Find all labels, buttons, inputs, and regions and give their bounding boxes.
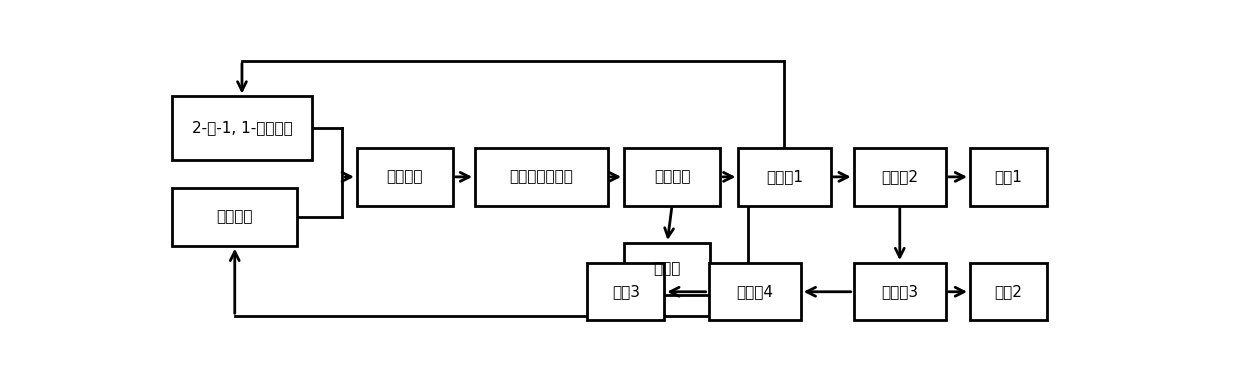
FancyBboxPatch shape [853, 263, 946, 320]
Text: 碱液洗涤: 碱液洗涤 [653, 169, 691, 184]
Text: 精馏塔1: 精馏塔1 [766, 169, 804, 184]
Text: 精馏塔3: 精馏塔3 [882, 284, 919, 299]
FancyBboxPatch shape [588, 263, 665, 320]
Text: 无机盐: 无机盐 [653, 261, 681, 276]
FancyBboxPatch shape [172, 97, 311, 160]
FancyBboxPatch shape [357, 148, 453, 206]
FancyBboxPatch shape [853, 148, 946, 206]
Text: 精馏塔4: 精馏塔4 [737, 284, 774, 299]
Text: 产品3: 产品3 [611, 284, 640, 299]
FancyBboxPatch shape [970, 263, 1047, 320]
FancyBboxPatch shape [475, 148, 608, 206]
FancyBboxPatch shape [624, 243, 711, 295]
FancyBboxPatch shape [970, 148, 1047, 206]
FancyBboxPatch shape [708, 263, 801, 320]
FancyBboxPatch shape [172, 188, 298, 246]
FancyBboxPatch shape [738, 148, 831, 206]
Text: 催化裂解反应器: 催化裂解反应器 [510, 169, 573, 184]
Text: 精馏塔2: 精馏塔2 [882, 169, 919, 184]
Text: 产品2: 产品2 [994, 284, 1022, 299]
Text: 2-氯-1, 1-二氟乙烷: 2-氯-1, 1-二氟乙烷 [192, 120, 293, 135]
Text: 惰性气体: 惰性气体 [217, 210, 253, 225]
FancyBboxPatch shape [624, 148, 720, 206]
Text: 预热混合: 预热混合 [387, 169, 423, 184]
Text: 产品1: 产品1 [994, 169, 1022, 184]
